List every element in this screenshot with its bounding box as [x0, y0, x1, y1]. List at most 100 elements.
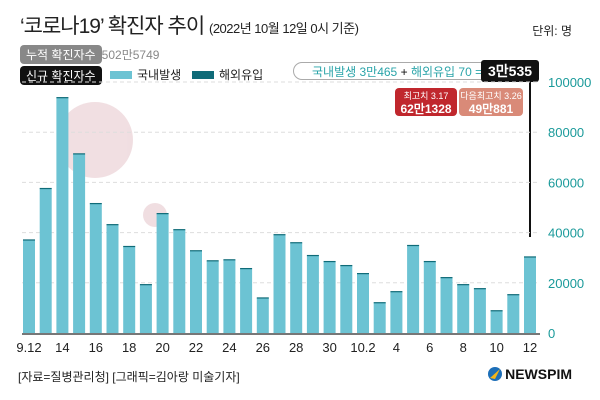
bar-overseas — [473, 288, 486, 290]
x-tick-label: 14 — [55, 340, 69, 355]
bar-overseas — [407, 244, 420, 247]
bar-overseas — [123, 245, 136, 248]
bar-overseas — [256, 297, 269, 299]
bar-overseas — [390, 291, 403, 293]
x-tick-label: 12 — [523, 340, 537, 355]
logo-text: NEWSPIM — [505, 366, 572, 382]
bar-overseas — [490, 310, 503, 312]
cumulative-badge: 누적 확진자수 — [20, 45, 102, 64]
newspim-logo: NEWSPIM — [487, 366, 572, 382]
newspim-logo-icon — [488, 367, 503, 381]
callout-plus: + — [400, 65, 408, 79]
bar-domestic — [507, 294, 520, 333]
bar-domestic — [23, 240, 35, 333]
bar-domestic — [273, 234, 286, 333]
bar-overseas — [139, 284, 152, 286]
new-cases-badge: 신규 확진자수 — [20, 66, 102, 85]
source-credit: [자료=질병관리청] [그래픽=김아랑 미술기자] — [18, 370, 240, 384]
x-tick-label: 28 — [289, 340, 303, 355]
bar-overseas — [457, 284, 470, 286]
today-callout: 국내발생 3만465 + 해외유입 70 = — [293, 62, 533, 80]
bar-domestic — [524, 256, 536, 333]
bar-domestic — [473, 288, 486, 333]
bar-domestic — [73, 154, 86, 333]
bar-overseas — [323, 260, 336, 263]
x-tick-label: 16 — [89, 340, 103, 355]
bar-domestic — [106, 224, 119, 333]
peak-box-highest: 최고치 3.17 62만1328 — [395, 88, 457, 116]
x-tick-label: 10.2 — [350, 340, 375, 355]
bar-domestic — [440, 277, 453, 333]
bar-domestic — [206, 260, 219, 333]
bar-domestic — [290, 242, 303, 333]
legend-swatch-domestic — [110, 71, 132, 79]
y-tick-label: 0 — [548, 326, 555, 341]
bar-domestic — [357, 273, 369, 333]
y-tick-label: 20000 — [548, 276, 584, 291]
bar-overseas — [423, 260, 436, 263]
title-text: ‘코로나19’ 확진자 추이 — [20, 15, 205, 38]
x-tick-label: 20 — [155, 340, 169, 355]
chart-title: ‘코로나19’ 확진자 추이 (2022년 10월 12일 0시 기준) — [20, 10, 359, 40]
bar-overseas — [507, 294, 520, 296]
bar-domestic — [156, 213, 169, 333]
bar-domestic — [490, 310, 503, 333]
y-tick-label: 40000 — [548, 226, 584, 241]
bar-overseas — [273, 234, 286, 236]
bar-overseas — [223, 259, 236, 261]
x-tick-label: 22 — [189, 340, 203, 355]
x-tick-label: 18 — [122, 340, 136, 355]
bar-overseas — [440, 277, 453, 279]
bar-domestic — [423, 261, 436, 333]
callout-overseas: 해외유입 70 = — [410, 65, 483, 79]
x-tick-label: 6 — [426, 340, 433, 355]
bar-chart: 0 20000 40000 60000 80000 100000 9.12 14 16 18 20 2… — [16, 75, 591, 355]
bar-domestic — [139, 284, 152, 333]
peak-label: 최고치 3.17 — [403, 91, 449, 101]
bar-domestic — [256, 297, 269, 333]
bar-overseas — [106, 224, 119, 226]
bar-overseas — [56, 97, 69, 99]
bar-overseas — [373, 302, 386, 304]
bar-domestic — [190, 250, 202, 333]
bar-overseas — [73, 153, 86, 155]
callout-domestic: 국내발생 3만465 — [312, 65, 398, 79]
bar-overseas — [524, 256, 536, 258]
bar-domestic — [306, 255, 319, 333]
bar-overseas — [190, 250, 202, 252]
bar-overseas — [340, 264, 353, 267]
bar-domestic — [223, 259, 236, 333]
x-tick-label: 10 — [489, 340, 503, 355]
bar-domestic — [390, 291, 403, 333]
cumulative-value: 2502만5749 — [95, 48, 160, 62]
x-tick-label: 26 — [256, 340, 270, 355]
bar-domestic — [407, 245, 420, 333]
bar-overseas — [39, 187, 52, 190]
bar-domestic — [240, 268, 253, 333]
callout-total: 3만535 — [481, 60, 540, 82]
bar-domestic — [323, 261, 336, 333]
bar-overseas — [357, 273, 369, 275]
callout-pointer-line — [529, 82, 531, 237]
y-tick-label: 60000 — [548, 175, 584, 190]
peak-box-second: 다음최고치 3.26 49만881 — [459, 88, 523, 116]
bar-overseas — [306, 254, 319, 257]
bar-domestic — [39, 188, 52, 333]
bar-domestic — [340, 265, 353, 333]
bar-overseas — [240, 267, 253, 270]
bar-domestic — [89, 203, 102, 333]
peak-value: 62만1328 — [400, 102, 452, 116]
bar-domestic — [123, 246, 136, 333]
legend-swatch-overseas — [192, 71, 214, 79]
bar-domestic — [56, 97, 69, 333]
x-tick-label: 30 — [322, 340, 336, 355]
peak-value: 49만881 — [468, 102, 514, 116]
legend-label-domestic: 국내발생 — [137, 68, 182, 82]
x-tick-label: 9.12 — [16, 340, 41, 355]
unit-label: 단위: 명 — [532, 24, 572, 38]
legend-label-overseas: 해외유입 — [219, 68, 264, 82]
title-subtitle: (2022년 10월 12일 0시 기준) — [208, 21, 359, 36]
x-tick-label: 8 — [460, 340, 467, 355]
bar-overseas — [89, 202, 102, 205]
peak-label: 다음최고치 3.26 — [460, 91, 522, 101]
